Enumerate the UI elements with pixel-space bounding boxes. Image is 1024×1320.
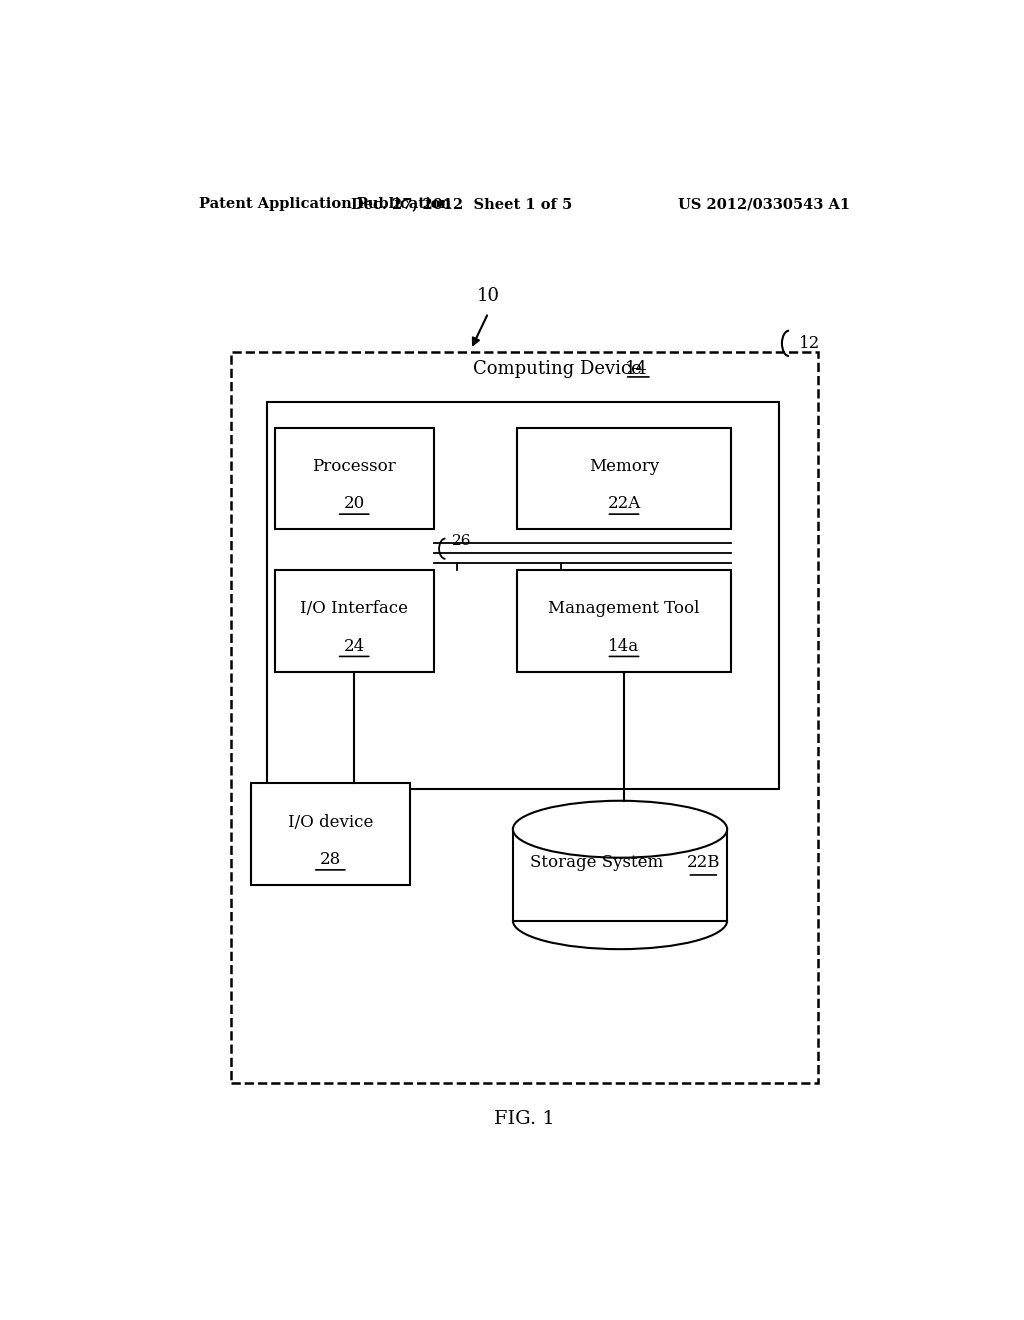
Ellipse shape <box>513 801 727 858</box>
Text: Storage System: Storage System <box>529 854 663 871</box>
FancyBboxPatch shape <box>513 829 727 921</box>
FancyBboxPatch shape <box>267 403 779 788</box>
FancyBboxPatch shape <box>251 784 410 886</box>
FancyBboxPatch shape <box>517 570 731 672</box>
Text: Computing Device: Computing Device <box>473 360 642 378</box>
Text: Memory: Memory <box>589 458 659 475</box>
Text: 26: 26 <box>452 533 471 548</box>
Text: 14a: 14a <box>608 638 640 655</box>
Text: Processor: Processor <box>312 458 396 475</box>
Text: I/O device: I/O device <box>288 813 373 830</box>
Text: US 2012/0330543 A1: US 2012/0330543 A1 <box>678 197 850 211</box>
Text: 22A: 22A <box>607 495 641 512</box>
Text: Management Tool: Management Tool <box>548 601 699 618</box>
Text: 20: 20 <box>343 495 365 512</box>
Text: Patent Application Publication: Patent Application Publication <box>200 197 452 211</box>
Text: 22B: 22B <box>687 854 720 871</box>
FancyBboxPatch shape <box>274 428 433 529</box>
Text: 24: 24 <box>343 638 365 655</box>
FancyBboxPatch shape <box>231 351 818 1084</box>
Text: FIG. 1: FIG. 1 <box>495 1110 555 1127</box>
Text: 12: 12 <box>799 335 820 352</box>
Text: 14: 14 <box>625 360 647 378</box>
Text: 28: 28 <box>319 851 341 869</box>
FancyBboxPatch shape <box>517 428 731 529</box>
Text: Dec. 27, 2012  Sheet 1 of 5: Dec. 27, 2012 Sheet 1 of 5 <box>350 197 572 211</box>
Text: I/O Interface: I/O Interface <box>300 601 409 618</box>
Text: 10: 10 <box>477 286 500 305</box>
FancyBboxPatch shape <box>274 570 433 672</box>
